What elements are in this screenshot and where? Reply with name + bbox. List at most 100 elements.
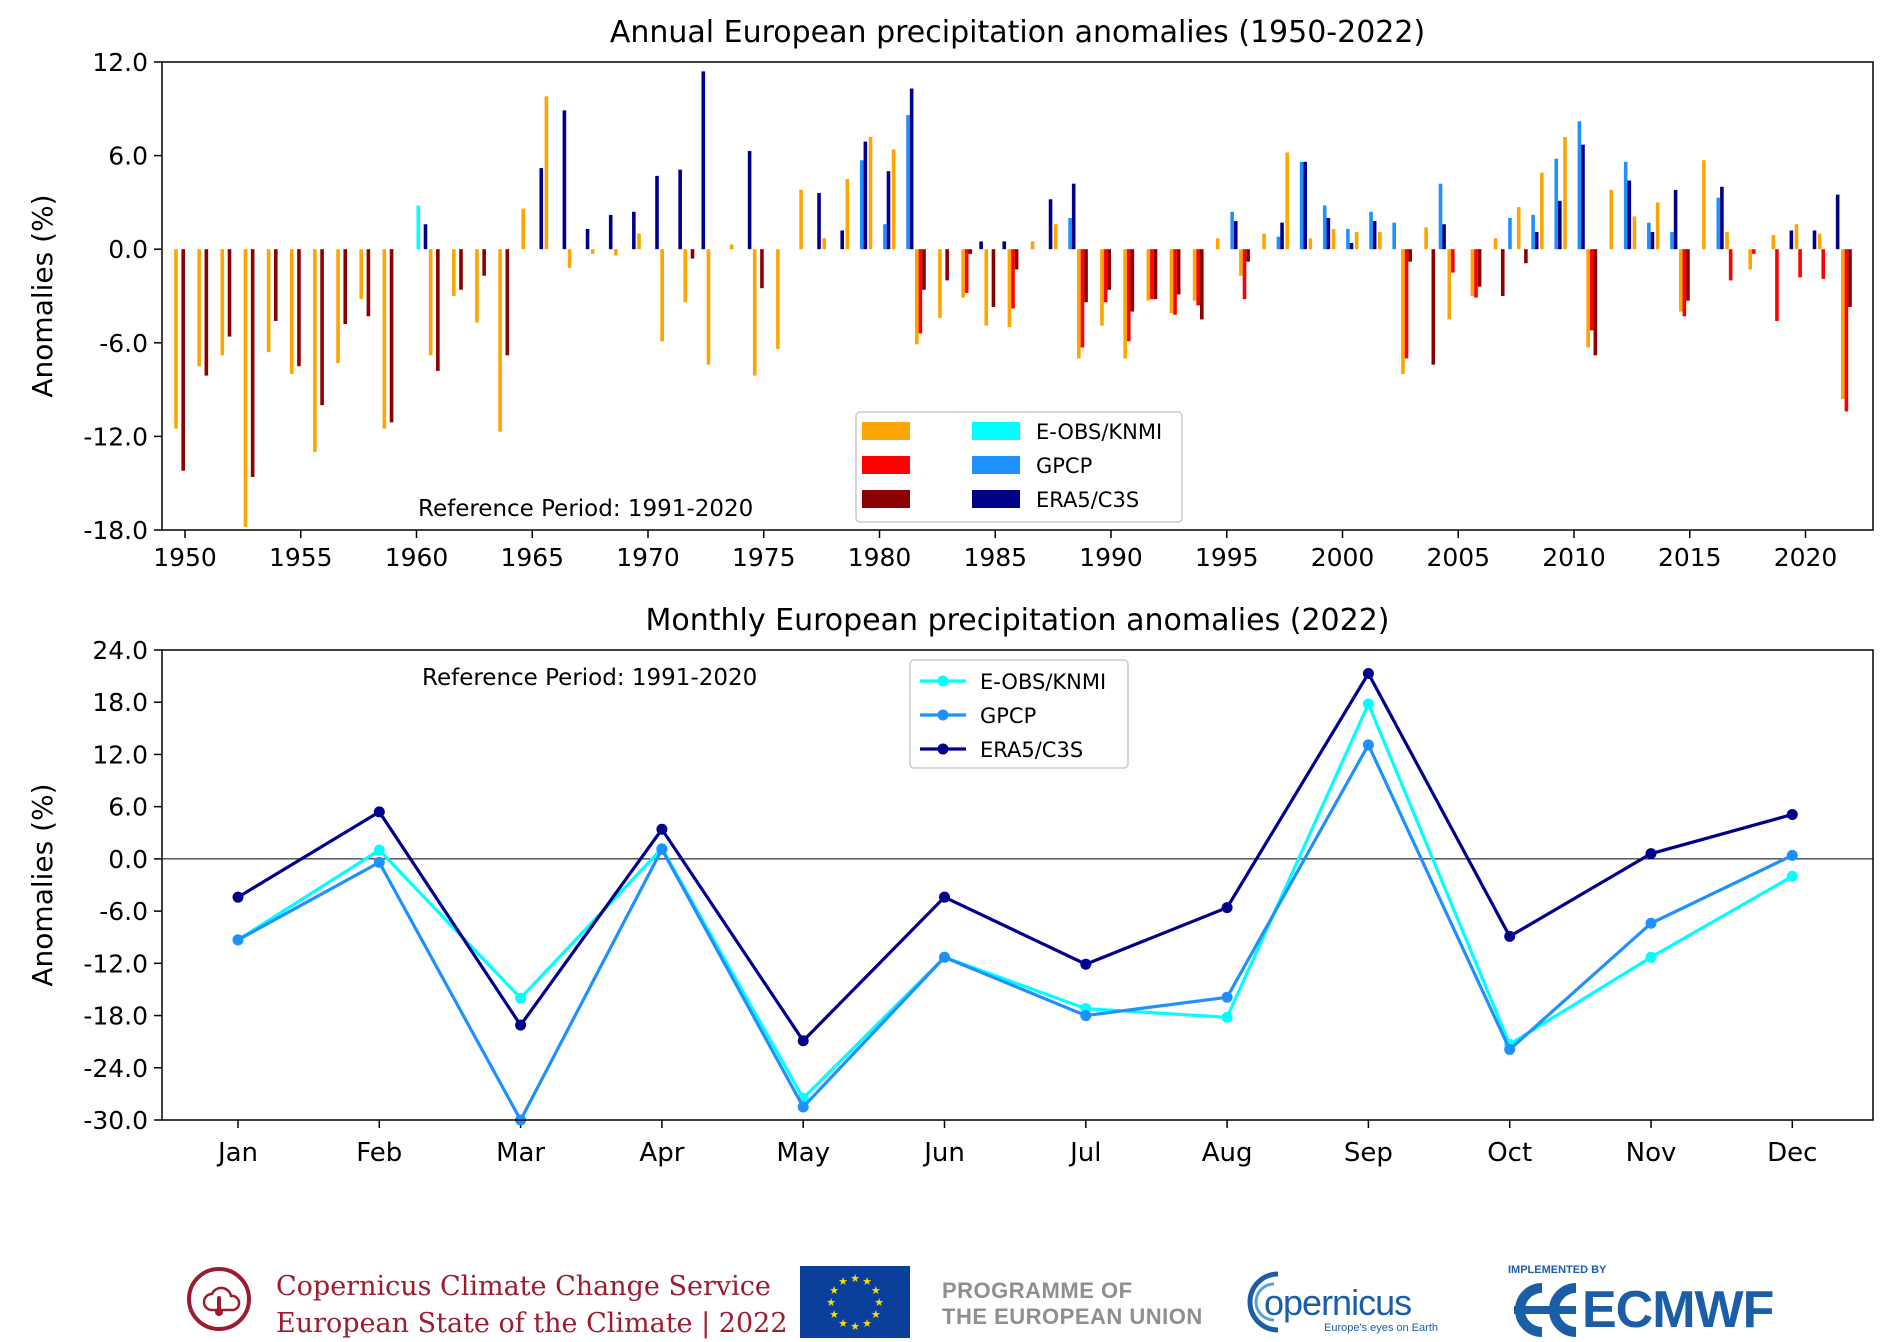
monthly-point [656, 843, 668, 855]
annual-x-tick-label: 1975 [732, 543, 796, 572]
monthly-x-tick-label: Jul [1068, 1138, 1101, 1168]
annual-bar [1246, 249, 1250, 262]
monthly-legend-label: E-OBS/KNMI [980, 670, 1106, 694]
annual-bar [359, 249, 363, 300]
annual-bar [1442, 224, 1446, 250]
monthly-point [1645, 848, 1657, 860]
copernicus-tagline: Europe's eyes on Earth [1324, 1322, 1439, 1334]
annual-bar [1508, 218, 1512, 250]
monthly-y-tick-label: -6.0 [99, 897, 148, 926]
eu-programme-label: PROGRAMME OF THE EUROPEAN UNION [942, 1278, 1203, 1330]
monthly-y-tick-label: -12.0 [83, 949, 148, 978]
annual-bar [590, 249, 595, 254]
annual-legend-label: ERA5/C3S [1036, 488, 1139, 512]
annual-bar [655, 175, 659, 250]
annual-bar [1558, 200, 1562, 250]
annual-bar [1404, 249, 1409, 359]
annual-bar [266, 249, 271, 353]
annual-x-tick-label: 1955 [269, 543, 333, 572]
monthly-y-tick-label: -18.0 [83, 1002, 148, 1031]
monthly-series-gpcp [232, 739, 1798, 1126]
annual-plot-frame [161, 61, 1874, 531]
annual-bar [1308, 238, 1313, 250]
monthly-point [1221, 991, 1233, 1003]
annual-y-tick-label: -6.0 [99, 329, 148, 358]
annual-bar [1647, 222, 1651, 250]
annual-bar [1346, 228, 1350, 250]
annual-bar [961, 249, 965, 298]
annual-bar [539, 168, 544, 250]
annual-bar [1369, 211, 1373, 250]
annual-bar [1401, 249, 1405, 374]
annual-y-axis-label: Anomalies (%) [26, 194, 59, 397]
monthly-point [1504, 930, 1516, 942]
annual-bar [1146, 249, 1151, 301]
annual-bar [1068, 218, 1072, 250]
annual-bar [1720, 186, 1724, 250]
eu-star: ★ [838, 1275, 848, 1288]
annual-bar [1794, 224, 1799, 250]
annual-bar [416, 205, 421, 250]
ecmwf-wave-icon [1514, 1283, 1577, 1337]
monthly-x-tick-label: Jan [216, 1138, 258, 1168]
annual-legend-swatch [972, 422, 1020, 440]
annual-bar [1299, 161, 1304, 250]
annual-bar [274, 249, 278, 321]
annual-bar [227, 249, 232, 337]
annual-bar [799, 189, 803, 250]
annual-legend-label: E-OBS/KNMI [1036, 420, 1162, 444]
annual-bar [1817, 233, 1822, 250]
annual-bar [220, 249, 225, 356]
annual-bar [389, 249, 394, 423]
monthly-point [1080, 1010, 1092, 1022]
annual-bar [906, 115, 910, 250]
annual-bar [320, 249, 324, 406]
monthly-point [1362, 698, 1374, 710]
annual-bar [204, 249, 209, 376]
annual-bar [915, 249, 919, 345]
monthly-series-era5-c3s [232, 668, 1798, 1047]
annual-bar [1821, 249, 1826, 279]
monthly-x-tick-label: Mar [496, 1138, 545, 1168]
annual-bar [1071, 183, 1076, 250]
annual-bar [1623, 161, 1628, 250]
monthly-y-axis-label: Anomalies (%) [26, 783, 59, 986]
annual-bar [1408, 249, 1412, 262]
annual-bar [747, 150, 752, 250]
annual-bar [1378, 232, 1382, 250]
annual-bar [1100, 249, 1104, 326]
annual-bar [701, 71, 706, 250]
annual-bar [1835, 194, 1840, 250]
monthly-x-tick-label: Oct [1487, 1138, 1532, 1168]
annual-bar [567, 249, 572, 268]
monthly-x-tick-label: Sep [1344, 1138, 1393, 1168]
annual-bar [1577, 121, 1582, 250]
monthly-series-line [237, 741, 1793, 1124]
annual-x-tick-label: 1995 [1195, 543, 1259, 572]
annual-legend-swatch [972, 456, 1020, 474]
monthly-point [373, 806, 385, 818]
eu-star: ★ [862, 1317, 872, 1330]
annual-bar [1673, 189, 1678, 250]
monthly-legend-label: ERA5/C3S [980, 738, 1083, 762]
annual-bar [729, 244, 734, 250]
annual-bar [336, 249, 340, 364]
annual-bar [1285, 152, 1289, 250]
annual-bar [181, 249, 185, 471]
annual-bar [1451, 249, 1455, 273]
annual-x-tick-label: 1970 [616, 543, 680, 572]
annual-bar [991, 249, 996, 307]
annual-bar [922, 249, 926, 290]
annual-bar [197, 249, 201, 367]
annual-bar [1728, 249, 1733, 281]
annual-bar [1392, 222, 1396, 250]
monthly-point [373, 856, 385, 868]
annual-bar [343, 249, 348, 325]
monthly-y-tick-label: 24.0 [92, 636, 148, 665]
annual-bar [706, 249, 711, 365]
monthly-x-tick-label: Nov [1626, 1138, 1677, 1168]
annual-bar [1372, 221, 1377, 250]
annual-bar [840, 230, 844, 250]
annual-bar [1678, 249, 1683, 312]
monthly-point [1221, 902, 1233, 914]
